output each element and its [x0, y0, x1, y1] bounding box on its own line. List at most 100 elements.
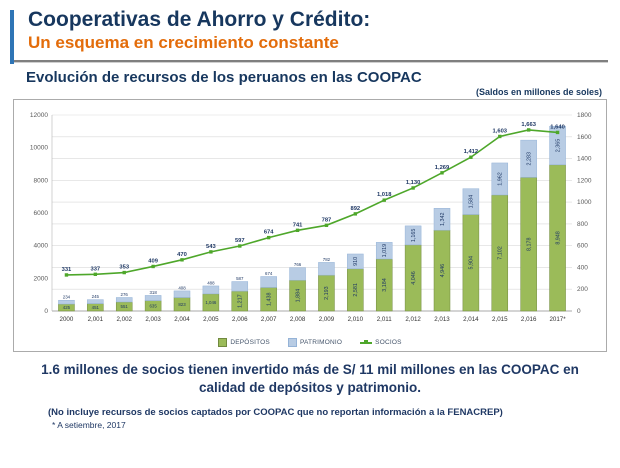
svg-text:1,584: 1,584 — [469, 195, 475, 209]
svg-text:2,006: 2,006 — [232, 316, 248, 323]
svg-text:337: 337 — [90, 267, 100, 273]
x-axis-labels: 2000 2,001 2,002 2,003 2,004 2,005 2,006 2,007 2… — [60, 316, 567, 323]
slide-title: Cooperativas de Ahorro y Crédito: — [28, 8, 371, 31]
svg-text:1400: 1400 — [577, 156, 592, 163]
svg-text:1800: 1800 — [577, 112, 592, 119]
axis-labels: 0 2000 4000 6000 8000 10000 12000 0 200 400 600 800… — [30, 112, 592, 315]
svg-text:2000: 2000 — [60, 316, 74, 323]
svg-text:2,365: 2,365 — [555, 139, 561, 153]
svg-text:451: 451 — [92, 305, 100, 310]
svg-text:5,904: 5,904 — [469, 256, 475, 270]
svg-text:1,663: 1,663 — [521, 122, 536, 128]
svg-text:1200: 1200 — [577, 178, 592, 185]
legend-label: PATRIMONIO — [299, 339, 343, 347]
svg-text:766: 766 — [294, 262, 302, 267]
svg-text:409: 409 — [148, 259, 158, 265]
svg-text:1,884: 1,884 — [295, 289, 301, 303]
svg-text:408: 408 — [178, 286, 186, 291]
svg-text:8,178: 8,178 — [526, 238, 532, 252]
svg-text:2,009: 2,009 — [319, 316, 335, 323]
depositos-legend-swatch-icon — [218, 338, 228, 348]
gridlines — [51, 114, 572, 312]
svg-text:1,342: 1,342 — [440, 213, 446, 227]
svg-text:2,002: 2,002 — [116, 316, 132, 323]
chart-container: 0 2000 4000 6000 8000 10000 12000 0 200 400 600 800… — [13, 99, 607, 353]
svg-text:318: 318 — [149, 290, 157, 295]
svg-text:3,184: 3,184 — [382, 279, 388, 293]
footnote-date: * A setiembre, 2017 — [52, 420, 126, 431]
bars-group — [58, 126, 566, 312]
svg-text:1,412: 1,412 — [464, 150, 479, 156]
line-series-socios — [64, 128, 560, 277]
svg-text:200: 200 — [577, 287, 588, 294]
svg-text:587: 587 — [236, 276, 244, 281]
combo-chart: 0 2000 4000 6000 8000 10000 12000 0 200 400 600 800… — [30, 112, 592, 323]
svg-text:2,003: 2,003 — [145, 316, 161, 323]
svg-text:543: 543 — [206, 244, 216, 250]
svg-text:892: 892 — [350, 206, 360, 212]
svg-text:4,946: 4,946 — [440, 264, 446, 278]
svg-text:1,165: 1,165 — [411, 229, 417, 243]
svg-text:10000: 10000 — [30, 145, 48, 152]
svg-text:1,438: 1,438 — [266, 293, 272, 307]
svg-text:2,283: 2,283 — [526, 152, 532, 166]
svg-text:1,019: 1,019 — [382, 244, 388, 258]
footnote-fenacrep: (No incluye recursos de socios captados … — [48, 407, 503, 419]
svg-text:425: 425 — [63, 305, 71, 310]
svg-text:2,015: 2,015 — [492, 316, 508, 323]
divider-rule — [12, 59, 608, 63]
svg-text:234: 234 — [63, 295, 71, 300]
svg-text:2,016: 2,016 — [521, 316, 537, 323]
svg-text:2,001: 2,001 — [88, 316, 104, 323]
svg-text:400: 400 — [577, 265, 588, 272]
svg-text:2,008: 2,008 — [290, 316, 306, 323]
svg-text:245: 245 — [92, 294, 100, 299]
svg-text:470: 470 — [177, 252, 187, 258]
svg-text:7,102: 7,102 — [498, 247, 504, 261]
legend-item-socios: SOCIOS — [360, 339, 401, 346]
svg-text:1,269: 1,269 — [435, 165, 450, 171]
chart-legend: DEPÓSITOS PATRIMONIO SOCIOS — [16, 336, 604, 349]
svg-text:12000: 12000 — [30, 112, 48, 119]
svg-text:910: 910 — [353, 257, 359, 266]
socios-legend-swatch-icon — [360, 340, 373, 345]
svg-text:1,046: 1,046 — [205, 300, 217, 305]
svg-text:1,018: 1,018 — [377, 192, 392, 198]
svg-text:1,962: 1,962 — [498, 173, 504, 187]
svg-text:488: 488 — [207, 281, 215, 286]
svg-text:2,193: 2,193 — [324, 287, 330, 301]
svg-text:6000: 6000 — [34, 210, 49, 217]
svg-text:674: 674 — [265, 271, 273, 276]
svg-text:276: 276 — [121, 292, 129, 297]
legend-label: SOCIOS — [375, 339, 402, 347]
patrimonio-legend-swatch-icon — [287, 338, 297, 348]
svg-text:4000: 4000 — [34, 243, 49, 250]
svg-text:8,948: 8,948 — [555, 231, 561, 245]
chart-title: Evolución de recursos de los peruanos en… — [26, 68, 422, 86]
svg-text:0: 0 — [577, 308, 581, 315]
svg-text:1,603: 1,603 — [493, 129, 508, 135]
slide-subtitle: Un esquema en crecimiento constante — [28, 33, 339, 53]
svg-text:4,046: 4,046 — [411, 271, 417, 285]
svg-text:2,581: 2,581 — [353, 283, 359, 297]
svg-text:1000: 1000 — [577, 199, 592, 206]
svg-text:0: 0 — [44, 308, 48, 315]
svg-text:1,640: 1,640 — [550, 125, 565, 131]
svg-text:1,217: 1,217 — [238, 295, 244, 309]
svg-text:741: 741 — [293, 223, 303, 229]
svg-text:2,005: 2,005 — [203, 316, 219, 323]
svg-text:635: 635 — [149, 304, 157, 309]
svg-text:2,012: 2,012 — [405, 316, 421, 323]
svg-text:823: 823 — [178, 302, 186, 307]
units-note: (Saldos en millones de soles) — [475, 87, 602, 98]
svg-text:8000: 8000 — [34, 178, 49, 185]
legend-item-depositos: DEPÓSITOS — [218, 338, 270, 348]
svg-text:597: 597 — [235, 238, 245, 244]
title-accent-bar — [10, 10, 14, 64]
key-statement: 1.6 millones de socios tienen invertido … — [41, 362, 579, 395]
svg-text:2,014: 2,014 — [463, 316, 479, 323]
svg-text:353: 353 — [119, 265, 129, 271]
legend-item-patrimonio: PATRIMONIO — [287, 338, 343, 348]
svg-text:331: 331 — [62, 267, 72, 273]
svg-text:2,007: 2,007 — [261, 316, 277, 323]
